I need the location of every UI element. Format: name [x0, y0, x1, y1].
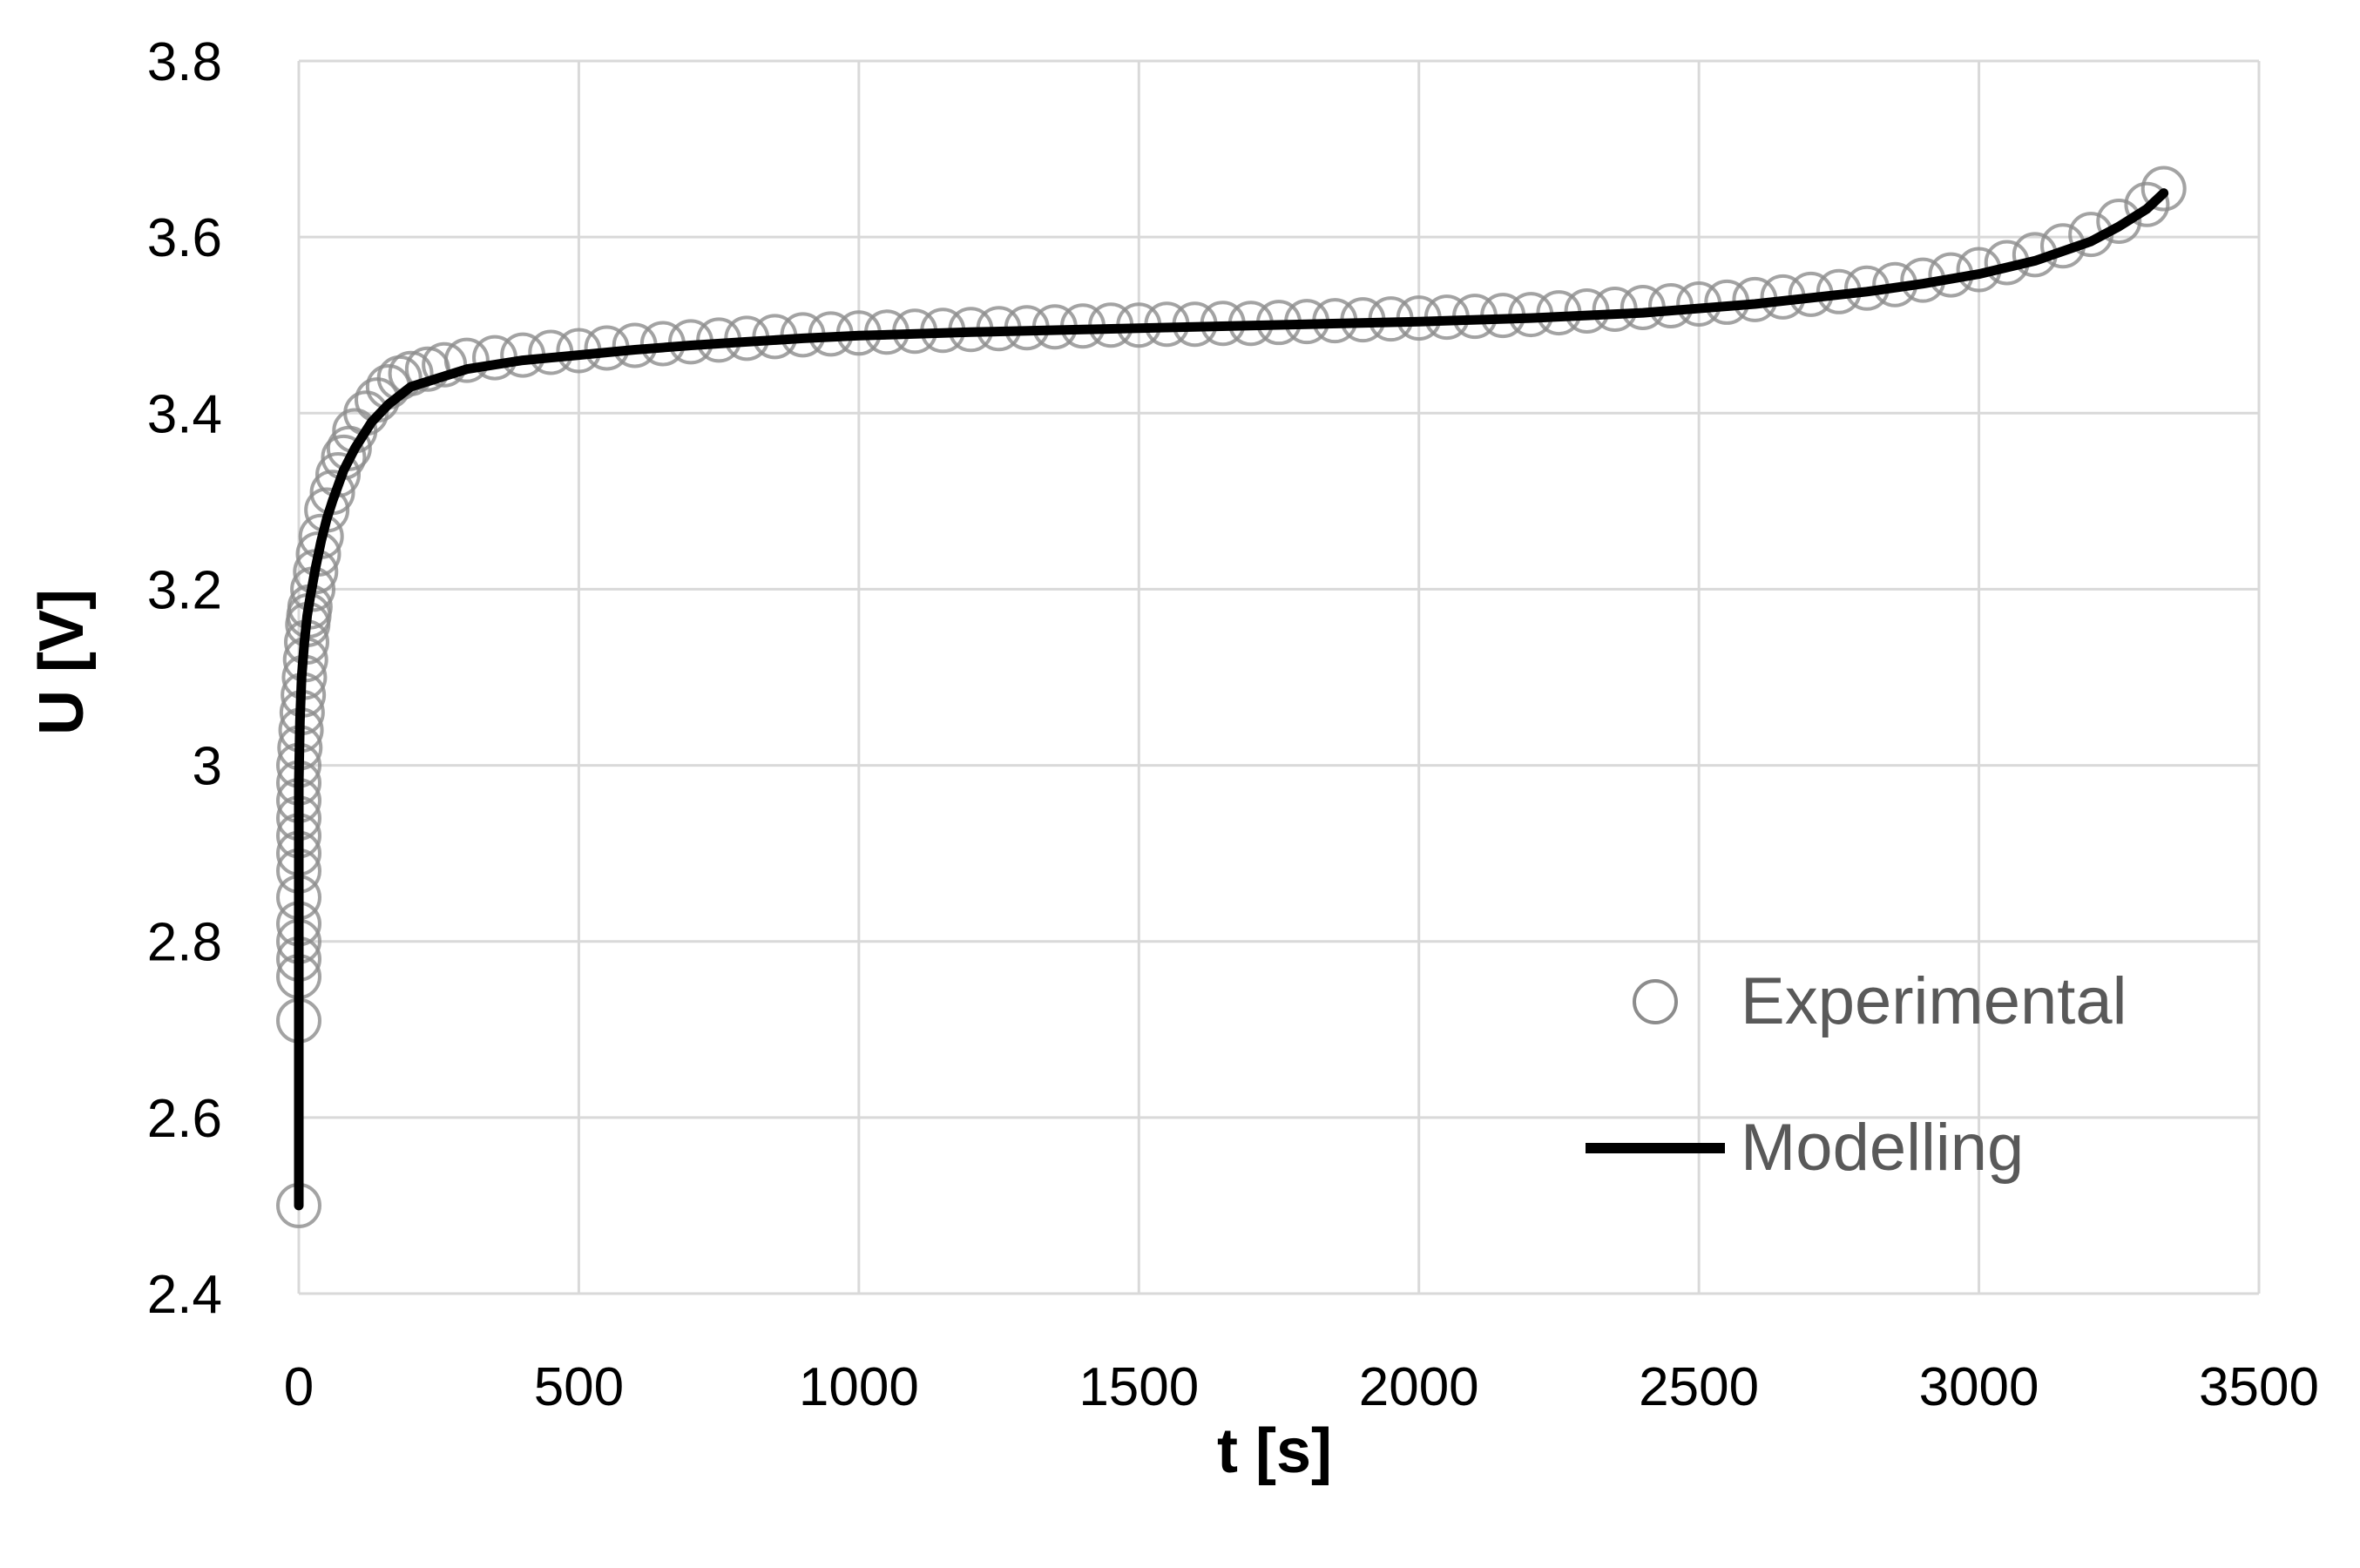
experimental-point	[388, 350, 434, 396]
gridlines	[297, 59, 2261, 1295]
modelling-line	[294, 188, 2169, 1211]
series-modelling	[294, 188, 2169, 1211]
experimental-point	[2096, 198, 2142, 244]
legend-label-experimental: Experimental	[1741, 964, 2127, 1038]
y-tick-label: 2.8	[147, 913, 222, 973]
experimental-point	[2124, 181, 2170, 227]
y-tick-label: 3.8	[147, 32, 222, 92]
x-tick-label: 500	[534, 1357, 624, 1417]
x-tick-label: 0	[284, 1357, 314, 1417]
y-tick-label: 3.2	[147, 560, 222, 620]
x-tick-label: 2500	[1639, 1357, 1759, 1417]
experimental-point	[2140, 166, 2187, 212]
experimental-point	[443, 337, 490, 383]
legend-marker-experimental	[1633, 979, 1678, 1024]
y-tick-label: 3	[193, 737, 222, 797]
y-tick-labels: 2.4 2.6 2.8 3 3.2 3.4 3.6 3.8	[147, 32, 222, 1325]
x-tick-label: 1000	[799, 1357, 919, 1417]
x-tick-label: 1500	[1079, 1357, 1199, 1417]
x-tick-label: 2000	[1359, 1357, 1479, 1417]
legend: Experimental Modelling	[1586, 964, 2127, 1185]
legend-label-modelling: Modelling	[1741, 1111, 2024, 1185]
x-tick-label: 3000	[1919, 1357, 2039, 1417]
y-axis-title: U [V]	[27, 589, 97, 735]
y-tick-label: 3.6	[147, 208, 222, 268]
y-tick-label: 2.6	[147, 1089, 222, 1149]
x-tick-label: 3500	[2199, 1357, 2319, 1417]
x-axis-title: t [s]	[1217, 1416, 1332, 1486]
x-tick-labels: 0 500 1000 1500 2000 2500 3000 3500	[284, 1357, 2319, 1417]
y-tick-label: 3.4	[147, 384, 222, 444]
y-tick-label: 2.4	[147, 1265, 222, 1325]
